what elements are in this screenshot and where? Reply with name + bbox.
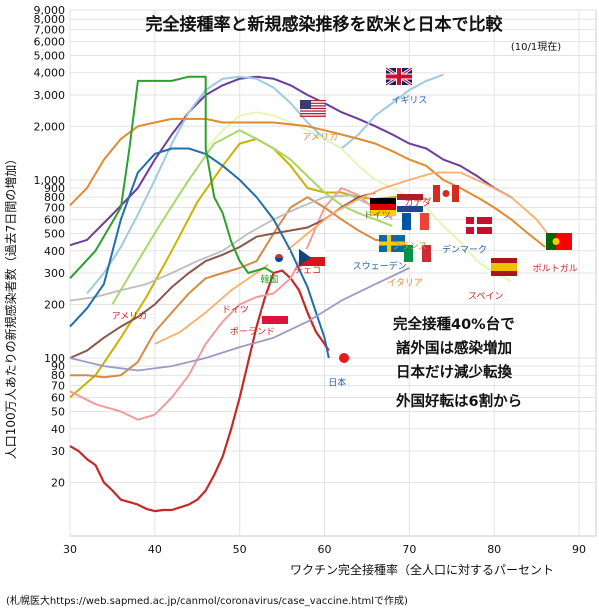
series-line-4 [69, 187, 393, 421]
country-label: スペイン [468, 292, 503, 302]
source-note: (札幌医大https://web.sapmed.ac.jp/canmol/cor… [6, 594, 408, 607]
grid [69, 9, 597, 537]
annotation-line-1: 完全接種40%台で [393, 315, 515, 333]
y-tick-label: 700 [44, 201, 65, 214]
y-tick-label: 900 [44, 182, 65, 195]
country-label: スウェーデン [353, 260, 407, 272]
korea-flag-icon [268, 250, 290, 266]
country-label: アメリカ [302, 132, 338, 143]
y-tick-label: 4,000 [34, 67, 66, 80]
country-label: チェコ [294, 265, 321, 276]
chart-title: 完全接種率と新規感染推移を欧米と日本で比較 [146, 14, 504, 35]
denmark-flag-icon [466, 217, 492, 234]
country-label: ドイツ [222, 305, 249, 315]
y-tick-label: 30 [51, 445, 65, 458]
y-tick-label: 80 [51, 369, 65, 382]
x-tick-label: 80 [487, 543, 501, 556]
y-tick-label: 3,000 [34, 89, 66, 102]
chart-subtitle: (10/1現在) [511, 41, 561, 53]
y-tick-label: 300 [44, 267, 65, 280]
country-label: アメリカ [112, 311, 148, 322]
country-label: 日本 [328, 377, 346, 389]
x-tick-label: 40 [148, 543, 162, 556]
y-tick-label: 7,000 [34, 23, 66, 36]
series-line-12 [69, 147, 330, 359]
y-tick-label: 40 [51, 423, 65, 436]
y-tick-label: 600 [44, 213, 65, 226]
country-label: ポルトガル [533, 264, 578, 275]
series-line-5 [70, 196, 410, 379]
y-tick-label: 800 [44, 191, 65, 204]
country-label: ポーランド [230, 327, 275, 338]
sweden-flag-icon [379, 235, 405, 252]
y-tick-label: 60 [51, 391, 65, 404]
country-label: ドイツ [364, 211, 391, 221]
country-label: 韓国 [260, 275, 278, 286]
x-tick-label: 60 [318, 543, 332, 556]
spain-flag-icon [491, 258, 517, 276]
y-tick-label: 1,000 [34, 174, 66, 187]
country-label: フランス [391, 241, 427, 252]
y-tick-label: 500 [44, 228, 65, 241]
germany-flag-icon [370, 198, 396, 216]
netherlands-flag-icon [397, 194, 423, 212]
x-tick-label: 70 [402, 543, 416, 556]
y-tick-label: 90 [51, 360, 65, 373]
series-line-0 [69, 269, 330, 513]
series-line-14 [69, 267, 410, 372]
canada-flag-icon [433, 185, 459, 202]
annotation-box: 完全接種40%台で 諸外国は感染増加 日本だけ減少転換 外国好転は6割から [393, 315, 522, 410]
us-flag-icon [300, 100, 326, 117]
series-lines [69, 73, 555, 513]
poland-flag-icon [262, 309, 288, 324]
uk-flag-icon [385, 66, 413, 87]
x-tick-label: 90 [572, 543, 586, 556]
x-tick-label: 50 [233, 543, 247, 556]
y-tick-label: 5,000 [34, 49, 66, 62]
country-labels: イギリスアメリカカナダデンマークドイツフランススウェーデンイタリアスペインポルト… [112, 95, 578, 388]
y-tick-label: 20 [51, 476, 65, 489]
y-axis-label: 人口100万人あたりの新規感染者数（過去7日間の増加） [3, 153, 18, 460]
series-line-13 [69, 75, 275, 279]
series-line-2 [86, 73, 444, 295]
y-tick-label: 6,000 [34, 35, 66, 48]
series-line-11 [154, 171, 555, 345]
y-tick-label: 100 [44, 352, 65, 365]
y-tick-label: 2,000 [34, 120, 66, 133]
series-line-8 [69, 194, 393, 302]
annotation-line-4: 外国好転は6割から [396, 392, 522, 410]
czech-flag-icon [299, 249, 325, 266]
japan-flag-dot [339, 352, 350, 363]
series-line-1 [69, 75, 512, 247]
y-tick-label: 50 [51, 406, 65, 419]
y-tick-label: 400 [44, 245, 65, 258]
y-tick-label: 200 [44, 298, 65, 311]
x-tick-label: 30 [63, 543, 77, 556]
annotation-line-2: 諸外国は感染増加 [396, 339, 512, 357]
x-axis-label: ワクチン完全接種率（全人口に対するパーセント [290, 562, 554, 577]
y-tick-label: 9,000 [34, 4, 66, 17]
series-line-7 [204, 111, 512, 283]
france-flag-icon [402, 213, 429, 230]
country-label: イギリス [391, 95, 427, 106]
y-tick-label: 8,000 [34, 13, 66, 26]
series-line-6 [111, 129, 393, 305]
x-tick-labels: 30 40 50 60 70 80 90 [63, 543, 586, 556]
annotation-line-3: 日本だけ減少転換 [396, 363, 512, 381]
series-line-10 [69, 117, 546, 248]
country-label: デンマーク [442, 244, 487, 256]
italy-flag-icon [404, 245, 431, 262]
y-tick-label: 70 [51, 380, 65, 393]
country-label: カナダ [404, 196, 431, 208]
portugal-flag-icon [546, 233, 572, 250]
flags [262, 66, 572, 324]
country-label: イタリア [387, 278, 423, 289]
